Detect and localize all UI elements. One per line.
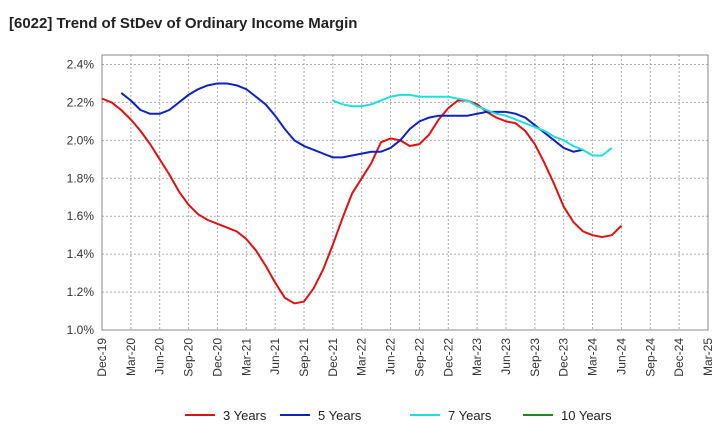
y-tick-label: 2.4%: [67, 57, 95, 71]
x-tick-label: Dec-24: [672, 338, 686, 377]
x-tick-label: Sep-21: [297, 338, 311, 377]
y-tick-label: 2.2%: [67, 95, 95, 109]
plot-frame: [101, 54, 709, 331]
legend-label: 10 Years: [561, 408, 612, 423]
series-line-0: [101, 97, 623, 305]
horizontal-gridlines: [102, 63, 708, 331]
x-tick-label: Sep-20: [182, 338, 196, 377]
x-tick-label: Mar-22: [355, 338, 369, 376]
x-tick-label: Mar-24: [586, 338, 600, 376]
x-tick-label: Dec-23: [557, 338, 571, 377]
x-tick-label: Dec-21: [326, 338, 340, 377]
y-tick-label: 1.8%: [67, 171, 95, 185]
y-tick-label: 1.4%: [67, 247, 95, 261]
x-tick-label: Sep-24: [643, 338, 657, 377]
series-line-1: [120, 82, 584, 159]
x-tick-label: Dec-19: [95, 338, 109, 377]
x-tick-label: Jun-24: [614, 338, 628, 375]
y-axis-labels: 1.0% 1.2% 1.4% 1.6% 1.8% 2.0% 2.2% 2.4%: [67, 57, 95, 337]
legend-label: 5 Years: [318, 408, 362, 423]
x-tick-label: Dec-22: [441, 338, 455, 377]
legend-label: 7 Years: [448, 408, 492, 423]
x-tick-label: Mar-23: [470, 338, 484, 376]
y-tick-label: 1.6%: [67, 209, 95, 223]
legend: 3 Years 5 Years 7 Years 10 Years: [185, 408, 612, 423]
x-tick-label: Jun-21: [268, 338, 282, 375]
x-axis-labels: Dec-19 Mar-20 Jun-20 Sep-20 Dec-20 Mar-21 Jun-…: [95, 338, 715, 377]
x-tick-label: Sep-22: [412, 338, 426, 377]
series-line-2: [332, 93, 613, 157]
chart-title: [6022] Trend of StDev of Ordinary Income…: [9, 15, 358, 32]
x-tick-label: Jun-20: [153, 338, 167, 375]
x-tick-label: Mar-25: [701, 338, 715, 376]
x-tick-label: Sep-23: [528, 338, 542, 377]
x-tick-label: Dec-20: [210, 338, 224, 377]
x-tick-label: Mar-21: [239, 338, 253, 376]
y-tick-label: 1.0%: [67, 323, 95, 337]
y-tick-label: 1.2%: [67, 285, 95, 299]
y-tick-label: 2.0%: [67, 133, 95, 147]
legend-label: 3 Years: [223, 408, 267, 423]
series-lines: [101, 82, 623, 305]
x-tick-label: Jun-22: [384, 338, 398, 375]
x-tick-label: Mar-20: [124, 338, 138, 376]
x-tick-label: Jun-23: [499, 338, 513, 375]
vertical-gridlines: [101, 55, 709, 330]
